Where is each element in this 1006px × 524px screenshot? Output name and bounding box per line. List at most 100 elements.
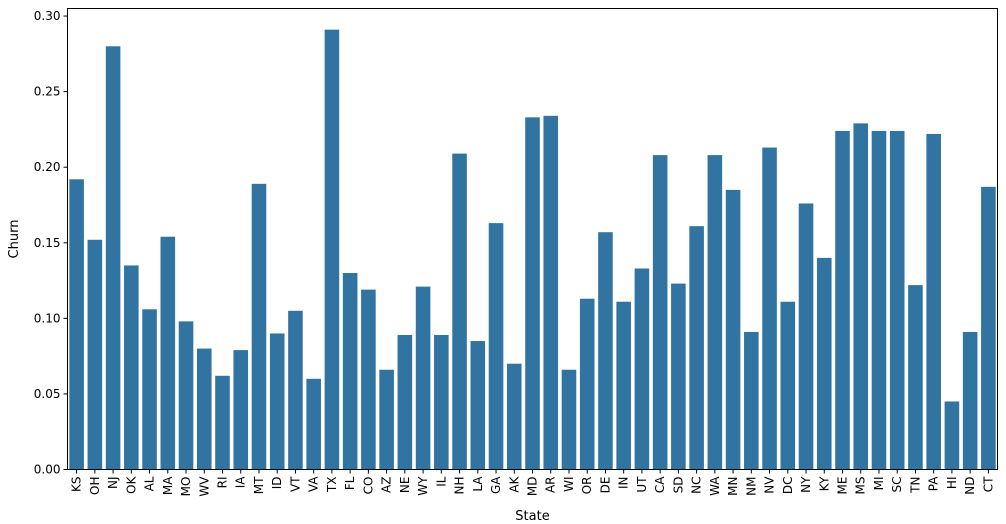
x-tick-label: SD <box>671 477 685 494</box>
x-tick-label: FL <box>343 476 357 490</box>
x-tick-label: ND <box>963 477 977 495</box>
x-tick-label: NH <box>453 477 467 495</box>
bar-co <box>361 289 376 470</box>
bar-oh <box>87 239 103 470</box>
x-tick-label: AZ <box>380 477 394 493</box>
x-tick-label: VA <box>307 476 321 492</box>
x-tick-label: CT <box>981 476 995 492</box>
bar-ak <box>506 363 522 470</box>
x-tick-label: NE <box>398 477 412 494</box>
bar-az <box>379 369 394 470</box>
x-tick-label: RI <box>216 477 230 489</box>
x-tick-label: MA <box>161 476 175 495</box>
bar-ia <box>233 350 249 470</box>
bar-ct <box>981 186 996 470</box>
x-tick-label: CA <box>653 476 667 493</box>
bar-dc <box>780 301 796 470</box>
x-tick-label: TN <box>908 477 922 494</box>
x-tick-label: GA <box>489 476 503 494</box>
bar-vt <box>288 310 303 470</box>
bar-pa <box>926 133 941 470</box>
x-tick-label: MS <box>854 477 868 495</box>
bar-nc <box>689 226 704 470</box>
bar-ok <box>124 265 139 470</box>
bar-mt <box>251 183 267 470</box>
x-tick-label: AR <box>544 477 558 494</box>
x-tick-label: PA <box>927 476 941 491</box>
y-tick-label: 0.05 <box>34 387 61 401</box>
bar-la <box>470 341 486 470</box>
bar-in <box>616 301 631 470</box>
x-tick-label: NC <box>690 477 704 494</box>
x-tick-label: WI <box>562 477 576 492</box>
bar-wy <box>415 286 431 470</box>
bar-ga <box>488 223 504 470</box>
x-tick-label: MD <box>526 477 540 497</box>
bar-al <box>142 309 157 470</box>
x-tick-label: MN <box>726 477 740 496</box>
y-tick-label: 0.25 <box>34 85 61 99</box>
y-axis: 0.00 0.05 0.10 0.15 0.20 0.25 0.30 <box>34 9 68 477</box>
bar-tx <box>324 29 340 470</box>
bar-sd <box>671 283 686 470</box>
x-axis-label: State <box>515 509 549 524</box>
bar-ks <box>69 179 84 470</box>
x-tick-label: KS <box>70 477 84 493</box>
x-tick-label: DC <box>781 477 795 495</box>
x-tick-label: ME <box>836 477 850 495</box>
x-tick-label: IL <box>434 476 448 487</box>
y-tick-label: 0.00 <box>34 463 61 477</box>
x-tick-label: OH <box>88 477 102 495</box>
x-tick-label: WV <box>197 476 211 497</box>
x-tick-label: MI <box>872 477 886 491</box>
x-tick-label: NY <box>799 476 813 493</box>
x-tick-label: UT <box>635 476 649 493</box>
bar-ar <box>543 115 559 470</box>
x-tick-label: OK <box>124 475 138 493</box>
x-tick-label: HI <box>945 477 959 490</box>
y-tick-label: 0.10 <box>34 311 61 325</box>
x-tick-label: ID <box>270 477 284 490</box>
bar-de <box>598 232 613 470</box>
bar-me <box>835 130 850 470</box>
y-tick-label: 0.15 <box>34 236 61 250</box>
bar-hi <box>944 401 960 470</box>
bar-ut <box>634 268 650 470</box>
bar-mo <box>178 321 194 470</box>
bars-group <box>69 29 996 470</box>
x-tick-label: CO <box>361 477 375 495</box>
bar-wv <box>196 348 212 470</box>
bar-mn <box>725 189 741 470</box>
bar-fl <box>342 273 358 470</box>
bar-nv <box>762 147 777 470</box>
bar-nh <box>452 153 467 470</box>
bar-md <box>525 117 540 470</box>
x-tick-label: NJ <box>106 477 120 490</box>
bar-ma <box>160 236 176 470</box>
x-tick-label: MO <box>179 477 193 497</box>
bar-mi <box>871 130 887 470</box>
x-tick-label: VT <box>288 476 302 492</box>
x-tick-label: IN <box>617 477 631 490</box>
x-tick-label: WA <box>708 476 722 496</box>
x-tick-label: NV <box>763 476 777 494</box>
bar-ky <box>816 257 832 470</box>
bar-nj <box>105 46 121 470</box>
bar-nd <box>962 331 978 470</box>
x-tick-label: OR <box>580 477 594 495</box>
bar-ms <box>853 123 869 470</box>
y-tick-label: 0.20 <box>34 160 61 174</box>
bar-ri <box>215 375 230 470</box>
x-tick-label: TX <box>325 477 339 494</box>
bar-va <box>306 378 321 470</box>
x-tick-label: DE <box>598 477 612 494</box>
x-tick-label: WY <box>416 476 430 496</box>
x-tick-label: SC <box>890 477 904 493</box>
x-axis: KS OH NJ OK AL MA MO WV RI IA MT ID VT VA TX FL CO AZ NE WY… <box>70 469 995 497</box>
bar-ny <box>798 203 814 470</box>
x-tick-label: MT <box>252 476 266 494</box>
bar-ca <box>652 155 668 470</box>
x-tick-label: AK <box>507 475 521 492</box>
x-tick-label: IA <box>234 476 248 489</box>
